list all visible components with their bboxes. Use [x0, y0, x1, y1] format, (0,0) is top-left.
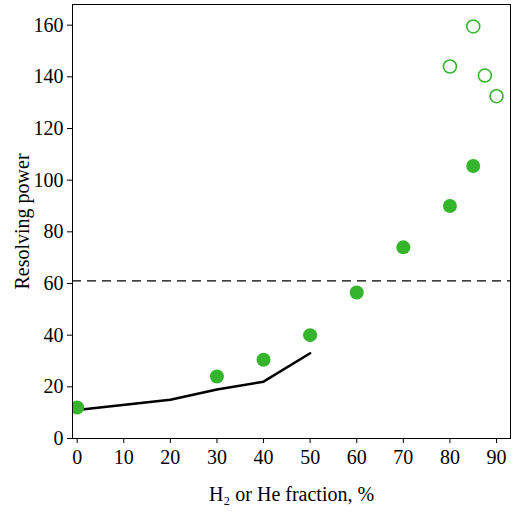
svg-text:70: 70	[393, 446, 413, 468]
svg-text:80: 80	[44, 220, 64, 242]
svg-text:80: 80	[440, 446, 460, 468]
svg-text:160: 160	[34, 14, 64, 36]
svg-text:10: 10	[114, 446, 134, 468]
svg-text:20: 20	[44, 375, 64, 397]
svg-text:120: 120	[34, 117, 64, 139]
svg-text:60: 60	[347, 446, 367, 468]
svg-text:H₂ or He fraction, %: H₂ or He fraction, %	[209, 483, 374, 505]
svg-text:0: 0	[54, 427, 64, 449]
svg-text:0: 0	[72, 446, 82, 468]
svg-text:100: 100	[34, 169, 64, 191]
svg-text:Resolving power: Resolving power	[11, 153, 34, 289]
svg-text:40: 40	[44, 324, 64, 346]
svg-text:140: 140	[34, 65, 64, 87]
svg-text:90: 90	[487, 446, 507, 468]
svg-text:40: 40	[254, 446, 274, 468]
svg-text:50: 50	[300, 446, 320, 468]
svg-text:20: 20	[160, 446, 180, 468]
svg-text:30: 30	[207, 446, 227, 468]
svg-text:60: 60	[44, 272, 64, 294]
